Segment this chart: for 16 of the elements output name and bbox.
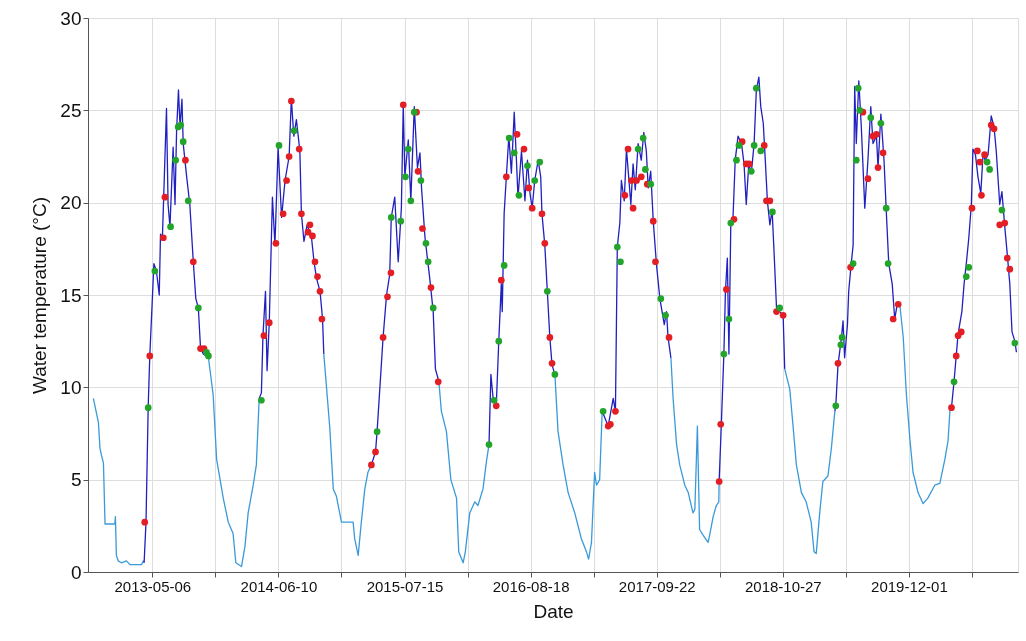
y-axis-title: Water temperature (°C) [29, 197, 51, 394]
y-tick-label: 10 [60, 376, 82, 398]
x-axis-title: Date [533, 600, 574, 622]
x-tick-label: 2016-08-18 [492, 577, 570, 595]
x-tick-label: 2013-05-06 [114, 577, 192, 595]
y-tick-label: 20 [60, 192, 82, 214]
y-tick-label: 25 [60, 99, 82, 121]
y-tick-label: 15 [60, 284, 82, 306]
x-tick-label: 2018-10-27 [744, 577, 822, 595]
x-tick-label: 2017-09-22 [618, 577, 696, 595]
x-tick-label: 2015-07-15 [366, 577, 444, 595]
x-tick-label: 2019-12-01 [871, 577, 948, 595]
x-tick-label: 2014-06-10 [240, 577, 318, 595]
y-tick-label: 30 [60, 7, 82, 29]
y-tick-label: 0 [70, 561, 82, 583]
y-tick-label: 5 [70, 469, 82, 491]
